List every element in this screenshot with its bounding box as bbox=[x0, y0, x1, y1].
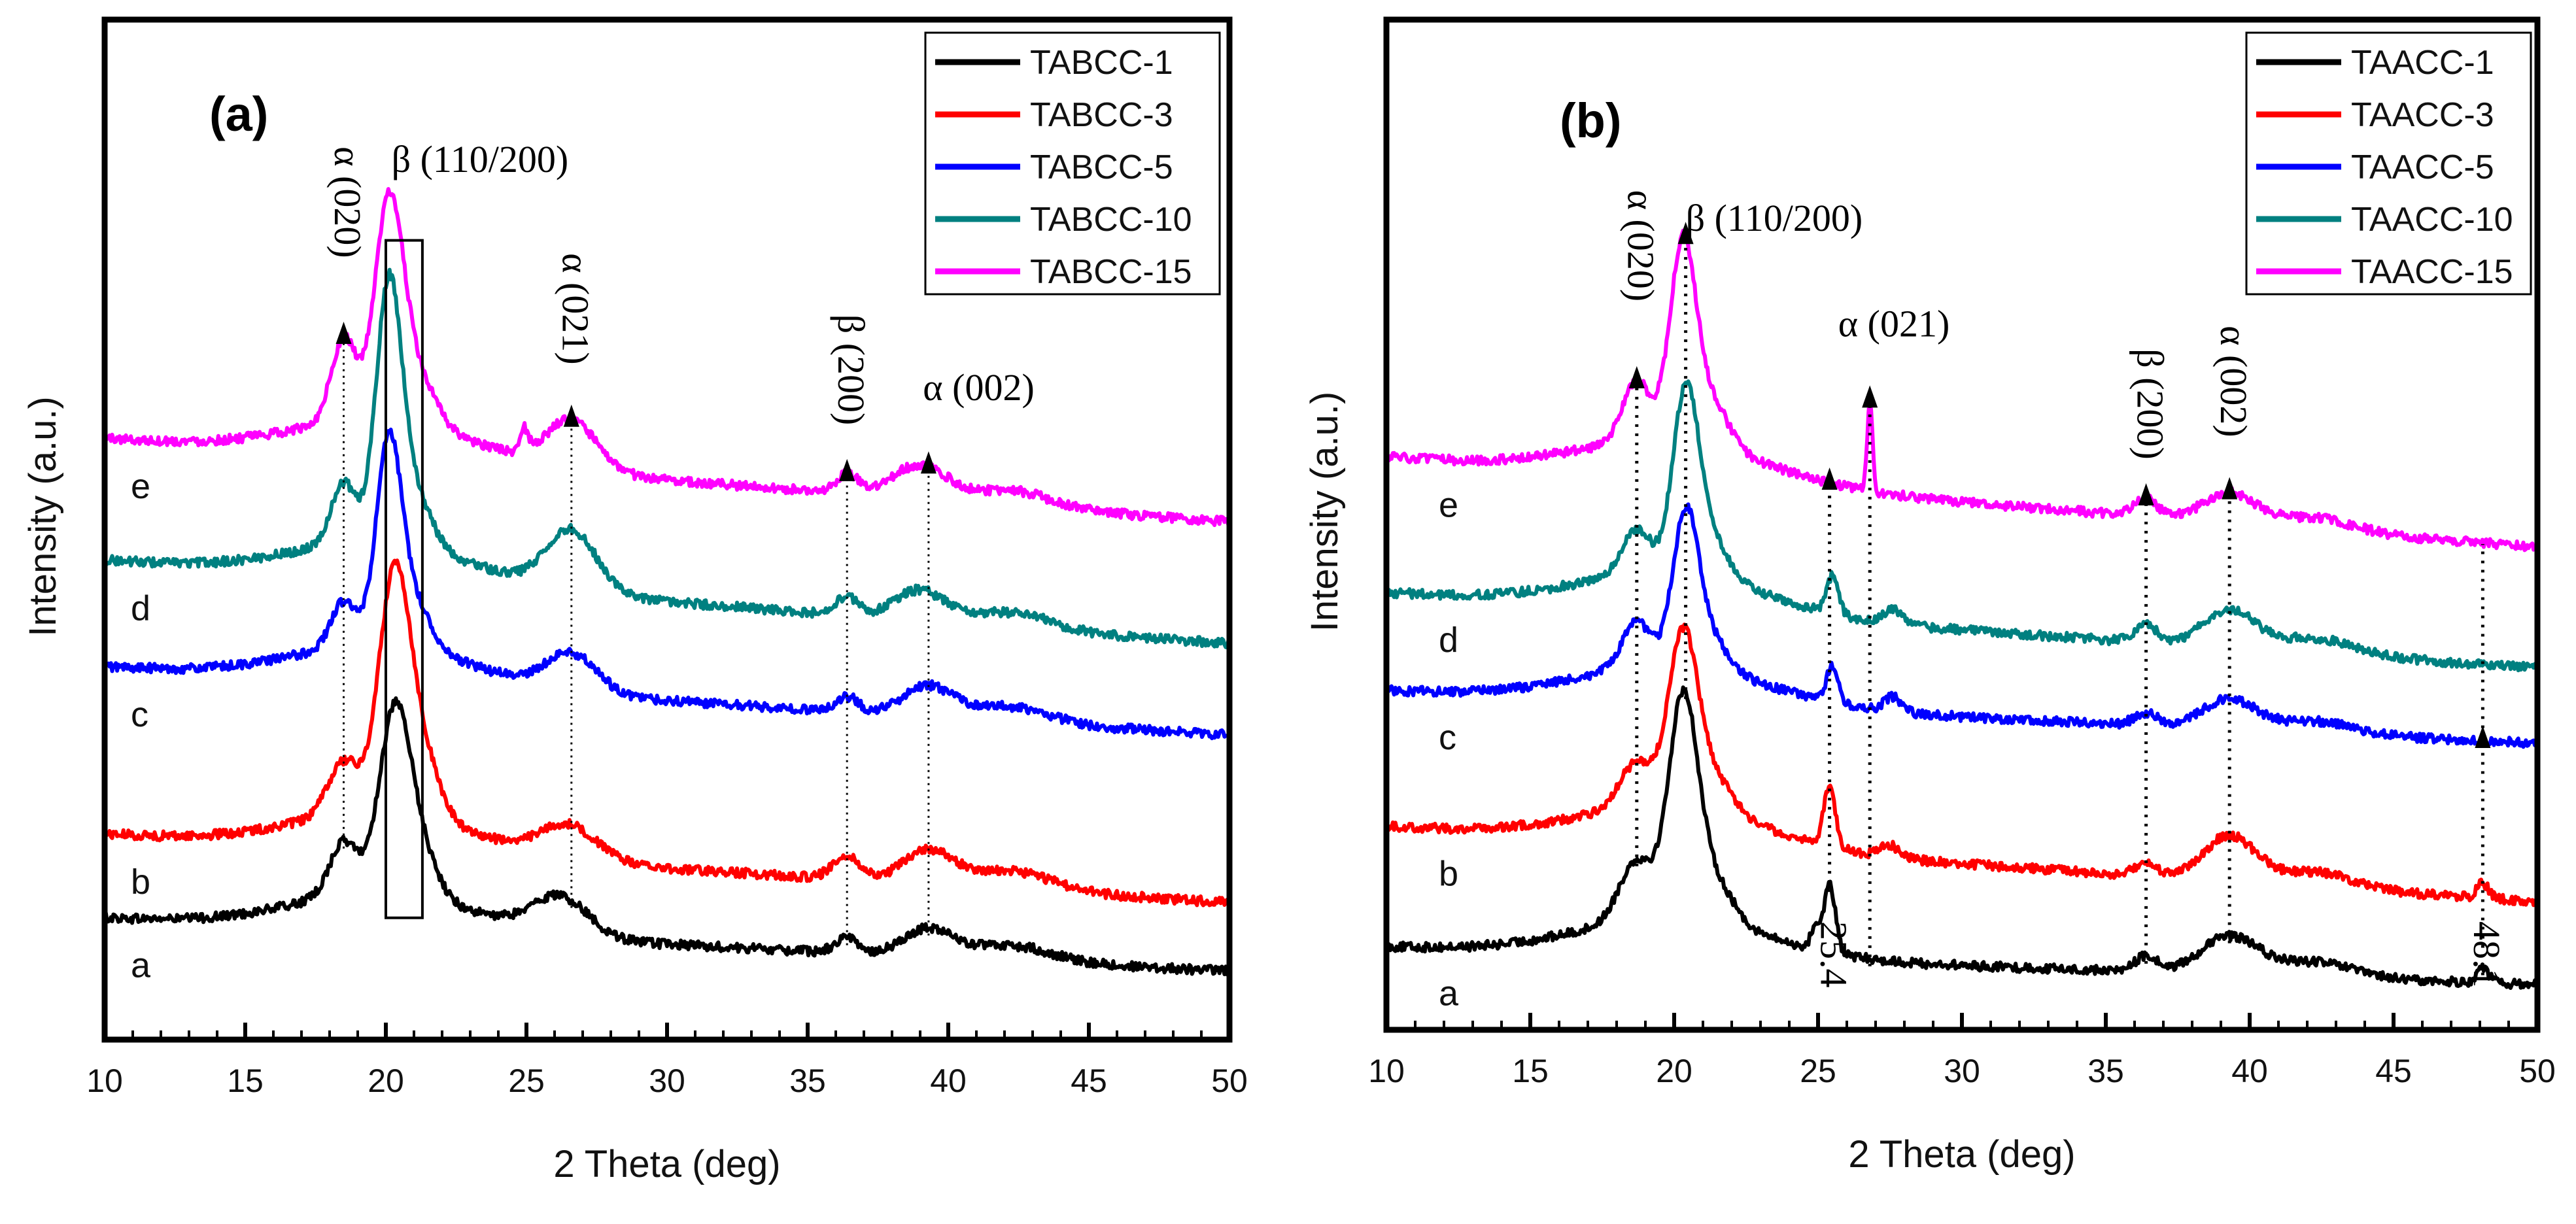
x-tick-label: 15 bbox=[227, 1062, 264, 1099]
peak-annotation: 48.1 bbox=[2465, 921, 2508, 988]
series-line-tabcc-5 bbox=[103, 428, 1231, 741]
x-tick-label: 35 bbox=[2087, 1053, 2124, 1089]
panel-b-peak-annotations: α (020) β (110/200) α (021) β (200) α (0… bbox=[1619, 190, 2508, 988]
arrow-head bbox=[1821, 468, 1838, 490]
series-line-taacc-3 bbox=[1386, 622, 2539, 908]
peak-annotation: 25.4 bbox=[1812, 921, 1855, 988]
x-tick-label: 10 bbox=[1368, 1053, 1405, 1089]
peak-annotation: β (110/200) bbox=[392, 138, 569, 180]
x-tick-label: 30 bbox=[649, 1062, 685, 1099]
legend-box bbox=[2245, 31, 2532, 296]
x-tick-label: 45 bbox=[2375, 1053, 2412, 1089]
arrow-head bbox=[2222, 477, 2238, 500]
curve-tag: d bbox=[1439, 620, 1458, 660]
legend-label: TABCC-5 bbox=[1030, 148, 1173, 186]
curve-tag: d bbox=[131, 589, 150, 628]
legend-box bbox=[924, 31, 1221, 296]
peak-annotation: α (020) bbox=[326, 146, 369, 258]
x-tick-label: 15 bbox=[1512, 1053, 1549, 1089]
legend-label: TAACC-5 bbox=[2351, 148, 2494, 186]
panel-a-peak-annotations: α (020) β (110/200) α (021) β (200) α (0… bbox=[326, 138, 1035, 426]
panel-a-y-axis-title: Intensity (a.u.) bbox=[22, 396, 64, 636]
series-line-tabcc-3 bbox=[103, 558, 1231, 908]
panel-b-x-axis-title: 2 Theta (deg) bbox=[1848, 1133, 2075, 1176]
peak-annotation: α (002) bbox=[923, 366, 1035, 409]
peak-annotation: β (200) bbox=[830, 314, 872, 426]
curve-tag: e bbox=[1439, 485, 1458, 524]
series-line-taacc-10 bbox=[1384, 379, 2539, 673]
curve-tag: a bbox=[1439, 974, 1459, 1013]
panel-b-x-ticks bbox=[1384, 1013, 2539, 1030]
legend-label: TAACC-3 bbox=[2351, 96, 2494, 134]
panel-a: 10 15 20 25 30 35 40 45 50 2 Theta (deg)… bbox=[22, 16, 1248, 1185]
panel-a-label: (a) bbox=[209, 87, 268, 141]
panel-b: 10 15 20 25 30 35 40 45 50 2 Theta (deg)… bbox=[1303, 16, 2556, 1176]
x-tick-label: 40 bbox=[2231, 1053, 2268, 1089]
series-line-tabcc-10 bbox=[103, 267, 1231, 650]
legend-label: TABCC-10 bbox=[1030, 201, 1192, 239]
curve-tag: b bbox=[1439, 855, 1458, 894]
x-tick-label: 35 bbox=[789, 1062, 826, 1099]
x-tick-label: 50 bbox=[2519, 1053, 2556, 1089]
x-tick-label: 20 bbox=[1656, 1053, 1692, 1089]
arrow-head bbox=[839, 458, 855, 481]
arrow-head bbox=[1677, 222, 1694, 245]
x-tick-label: 50 bbox=[1211, 1062, 1248, 1099]
curve-tag: e bbox=[131, 467, 150, 506]
panel-a-x-axis-title: 2 Theta (deg) bbox=[553, 1143, 780, 1185]
series-line-taacc-15 bbox=[1386, 228, 2539, 552]
legend-label: TABCC-1 bbox=[1030, 44, 1173, 82]
series-line-tabcc-1 bbox=[103, 696, 1231, 977]
panel-b-curves bbox=[1384, 228, 2539, 990]
curve-tag: c bbox=[1439, 718, 1456, 757]
panel-b-x-tick-labels: 10 15 20 25 30 35 40 45 50 bbox=[1368, 1053, 2556, 1089]
legend-label: TABCC-3 bbox=[1030, 96, 1173, 134]
highlight-box bbox=[385, 239, 424, 919]
panel-a-x-tick-labels: 10 15 20 25 30 35 40 45 50 bbox=[86, 1062, 1248, 1099]
peak-annotation: α (002) bbox=[2212, 326, 2255, 437]
arrow-head bbox=[920, 451, 936, 474]
series-line-taacc-1 bbox=[1384, 685, 2539, 990]
panel-a-legend: TABCC-1 TABCC-3 TABCC-5 TABCC-10 TABCC-1… bbox=[924, 31, 1221, 296]
legend-label: TAACC-1 bbox=[2351, 44, 2494, 82]
panel-a-curves bbox=[103, 187, 1231, 977]
series-line-taacc-5 bbox=[1384, 502, 2539, 749]
panel-a-guides bbox=[335, 239, 936, 945]
panel-b-legend: TAACC-1 TAACC-3 TAACC-5 TAACC-10 TAACC-1… bbox=[2245, 31, 2532, 296]
panel-b-label: (b) bbox=[1560, 94, 1622, 148]
x-tick-label: 40 bbox=[930, 1062, 967, 1099]
legend-label: TAACC-10 bbox=[2351, 201, 2513, 239]
arrow-head bbox=[1862, 385, 1878, 408]
arrow-head bbox=[2475, 725, 2491, 748]
x-tick-label: 20 bbox=[368, 1062, 404, 1099]
curve-tag: b bbox=[131, 862, 150, 902]
legend-label: TAACC-15 bbox=[2351, 253, 2513, 291]
panel-b-curve-tags: a b c d e bbox=[1439, 485, 1459, 1013]
peak-annotation: α (020) bbox=[1619, 190, 1662, 302]
series-line-tabcc-15 bbox=[103, 187, 1231, 528]
curve-tag: c bbox=[131, 695, 148, 734]
panel-b-guides bbox=[1628, 222, 2491, 976]
x-tick-label: 25 bbox=[508, 1062, 545, 1099]
peak-annotation: β (200) bbox=[2129, 348, 2171, 460]
panel-b-y-axis-title: Intensity (a.u.) bbox=[1303, 392, 1346, 632]
panel-a-x-ticks bbox=[103, 1023, 1231, 1040]
arrow-head bbox=[2138, 483, 2154, 506]
peak-annotation: β (110/200) bbox=[1686, 197, 1863, 239]
curve-tag: a bbox=[131, 946, 151, 985]
x-tick-label: 30 bbox=[1944, 1053, 1980, 1089]
x-tick-label: 10 bbox=[86, 1062, 123, 1099]
legend-label: TABCC-15 bbox=[1030, 253, 1192, 291]
arrow-head bbox=[335, 321, 352, 344]
panel-a-curve-tags: a b c d e bbox=[131, 467, 151, 985]
peak-annotation: α (021) bbox=[1838, 302, 1950, 345]
arrow-head bbox=[563, 404, 579, 427]
x-tick-label: 45 bbox=[1071, 1062, 1107, 1099]
peak-annotation: α (021) bbox=[554, 253, 596, 365]
x-tick-label: 25 bbox=[1800, 1053, 1836, 1089]
arrow-head bbox=[1628, 366, 1645, 388]
